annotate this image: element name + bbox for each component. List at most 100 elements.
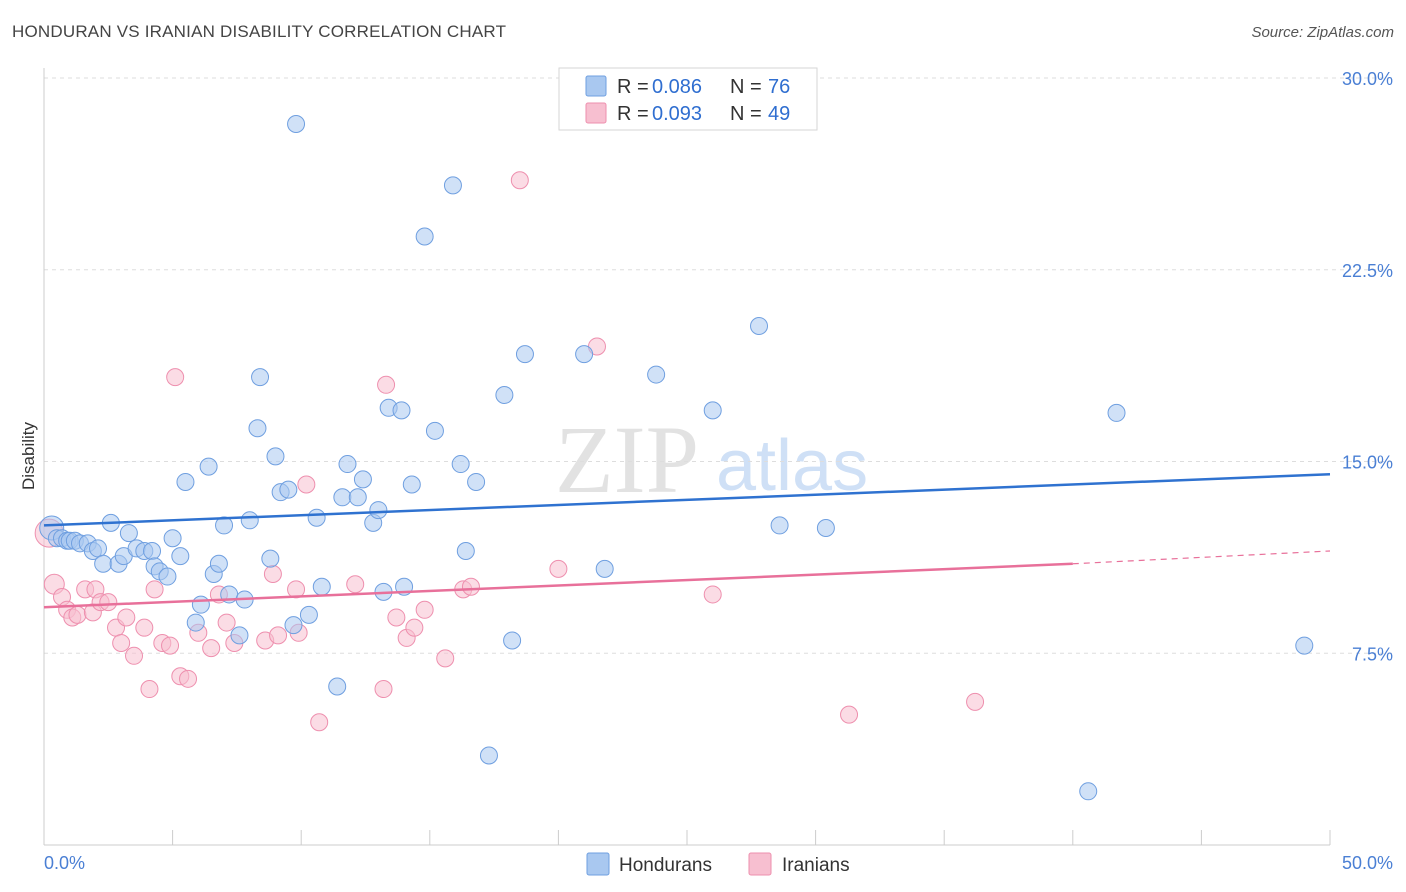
iranians-point [263,564,282,583]
correlation-legend: R = 0.086 N = 76 R = 0.093 N = 49 [558,67,818,131]
hondurans-point [816,518,835,537]
hondurans-point [94,554,113,573]
iranians-point [966,692,985,711]
iranians-point [549,559,568,578]
hondurans-point [199,457,218,476]
y-tick-label: 7.5% [1352,644,1393,664]
hondurans-point [176,472,195,491]
trend-lines [43,473,1331,609]
series-legend-swatch-hondurans [586,852,610,876]
iranians-point [135,618,154,637]
x-ticks [172,830,1331,845]
hondurans-point [158,567,177,586]
hondurans-point [251,368,270,387]
chart-title: HONDURAN VS IRANIAN DISABILITY CORRELATI… [12,22,507,41]
hondurans-point [284,616,303,635]
hondurans-point [240,511,259,530]
hondurans-point [503,631,522,650]
iranians-point [117,608,136,627]
legend-swatch-iranians [585,102,607,124]
hondurans-point [191,595,210,614]
iranians-point [140,680,159,699]
hondurans-point [467,472,486,491]
hondurans-point [647,365,666,384]
hondurans-point [750,316,769,335]
iranians-point [510,171,529,190]
series-legend-swatch-iranians [748,852,772,876]
iranians-point [125,646,144,665]
hondurans-point [443,176,462,195]
hondurans-point [215,516,234,535]
iranians-point [374,680,393,699]
hondurans-point [248,419,267,438]
hondurans-point [1295,636,1314,655]
y-tick-label: 30.0% [1342,69,1393,89]
hondurans-point [479,746,498,765]
hondurans-point [186,613,205,632]
hondurans-point [163,529,182,548]
iranians-trend-line [43,562,1073,609]
iranians-point [269,626,288,645]
hondurans-point [209,554,228,573]
iranians-point [217,613,236,632]
hondurans-point [287,115,306,134]
hondurans-point [230,626,249,645]
hondurans-point [143,541,162,560]
iranians-point [310,713,329,732]
legend-n-label-hondurans: N = [730,76,762,98]
hondurans-point [1079,782,1098,801]
iranians-point [840,705,859,724]
legend-n-value-hondurans: 76 [768,76,790,98]
hondurans-point [369,501,388,520]
legend-swatch-hondurans [585,75,607,97]
iranians-point [99,593,118,612]
hondurans-point [402,475,421,494]
hondurans-point [266,447,285,466]
hondurans-point [392,401,411,420]
hondurans-point [575,345,594,364]
y-axis-label: Disability [19,421,38,490]
y-tick-labels: 7.5% 15.0% 22.5% 30.0% [1342,69,1393,664]
gridlines [44,77,1392,654]
hondurans-point [261,549,280,568]
hondurans-point [348,488,367,507]
watermark-zip: ZIP [555,406,699,513]
x-tick-label-min: 0.0% [44,853,85,873]
hondurans-point [451,455,470,474]
legend-r-value-iranians: 0.093 [652,103,702,125]
hondurans-point [456,541,475,560]
hondurans-point [703,401,722,420]
iranians-point [166,368,185,387]
iranians-point [287,580,306,599]
series-legend: Hondurans Iranians [586,852,850,876]
iranians-point [415,600,434,619]
hondurans-point [312,577,331,596]
hondurans-point [515,345,534,364]
hondurans-point [595,559,614,578]
hondurans-point [119,524,138,543]
iranians-point [297,475,316,494]
iranians-point [202,639,221,658]
hondurans-point [415,227,434,246]
y-tick-label: 15.0% [1342,453,1393,473]
y-tick-label: 22.5% [1342,261,1393,281]
iranians-point [377,375,396,394]
hondurans-trend-line [43,473,1331,527]
iranians-point [405,618,424,637]
iranians-point [112,634,131,653]
iranians-point [703,585,722,604]
series-legend-label-iranians: Iranians [782,855,850,876]
x-tick-label-max: 50.0% [1342,853,1393,873]
legend-r-value-hondurans: 0.086 [652,76,702,98]
legend-r-label-iranians: R = [617,103,649,125]
legend-r-label-hondurans: R = [617,76,649,98]
hondurans-point [353,470,372,489]
hondurans-point [328,677,347,696]
hondurans-point [425,421,444,440]
iranians-point [179,669,198,688]
iranians-trend-extension [1072,550,1331,565]
iranians-point [161,636,180,655]
legend-n-label-iranians: N = [730,103,762,125]
hondurans-point [89,539,108,558]
